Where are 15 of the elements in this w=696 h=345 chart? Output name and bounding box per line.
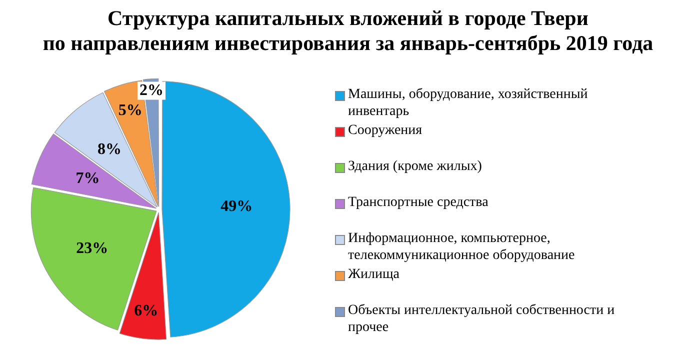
data-label: 6% xyxy=(134,302,158,320)
legend-label: Транспортные средства xyxy=(348,194,488,211)
data-label: 8% xyxy=(98,140,122,158)
chart-title: Структура капитальных вложений в городе Твери по направлениям инвестирования за январь-сентябрь 2019 года xyxy=(42,6,654,56)
data-label: 49% xyxy=(220,198,253,216)
data-label: 2% xyxy=(140,82,164,99)
legend-label: Информационное, компьютерное, телекоммуникационное оборудование xyxy=(348,230,576,264)
legend-label: Здания (кроме жилых) xyxy=(348,158,482,175)
data-label: 7% xyxy=(76,170,100,187)
legend-label: Сооружения xyxy=(348,122,422,139)
data-label: 5% xyxy=(118,102,142,120)
legend-label: Объекты интеллектуальной собственности и прочее xyxy=(348,302,616,336)
legend-label: Машины, оборудование, хозяйственный инвентарь xyxy=(348,86,589,120)
legend-label: Жилища xyxy=(348,266,400,283)
data-label: 23% xyxy=(76,240,108,258)
